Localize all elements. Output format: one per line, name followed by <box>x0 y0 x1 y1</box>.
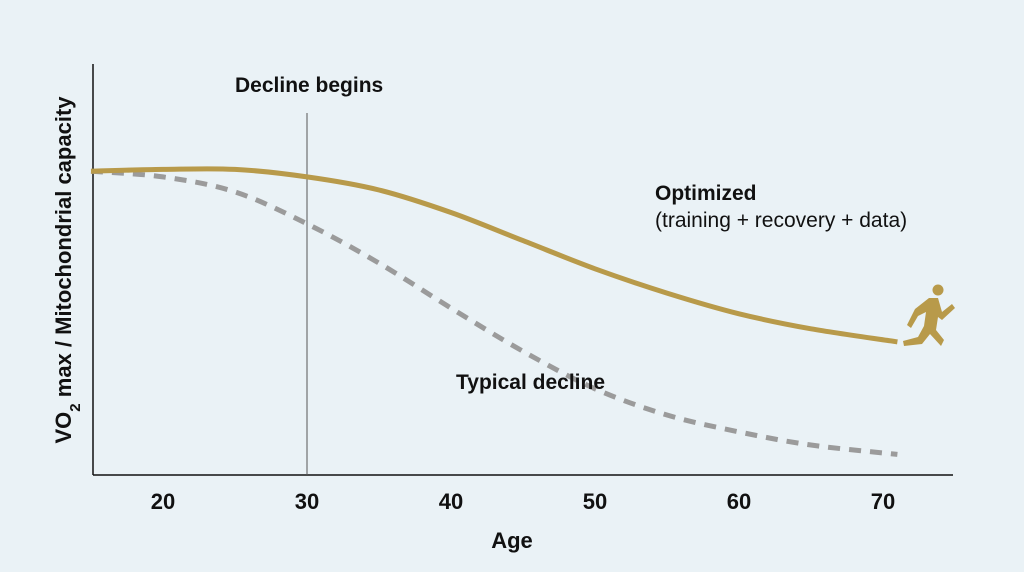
x-tick-label-50: 50 <box>583 489 607 514</box>
series-label-typical-decline: Typical decline <box>456 371 605 394</box>
x-tick-label-60: 60 <box>727 489 751 514</box>
x-tick-labels: 20 30 40 50 60 70 <box>151 489 895 514</box>
annotation-decline-begins: Decline begins <box>235 74 383 97</box>
series-label-optimized: Optimized <box>655 182 757 205</box>
series-line-optimized <box>90 166 898 345</box>
series-annotation-optimized: (training + recovery + data) <box>655 209 907 232</box>
x-tick-label-30: 30 <box>295 489 319 514</box>
x-tick-label-70: 70 <box>871 489 895 514</box>
runner-icon <box>903 284 955 346</box>
x-tick-label-40: 40 <box>439 489 463 514</box>
plot-area: 20 30 40 50 60 70 Decline begins Optimized (t… <box>51 64 955 553</box>
x-tick-label-20: 20 <box>151 489 175 514</box>
x-axis-title: Age <box>491 528 533 553</box>
y-axis-title: VO2 max / Mitochondrial capacity <box>51 96 84 444</box>
series-line-typical-decline <box>90 168 898 457</box>
